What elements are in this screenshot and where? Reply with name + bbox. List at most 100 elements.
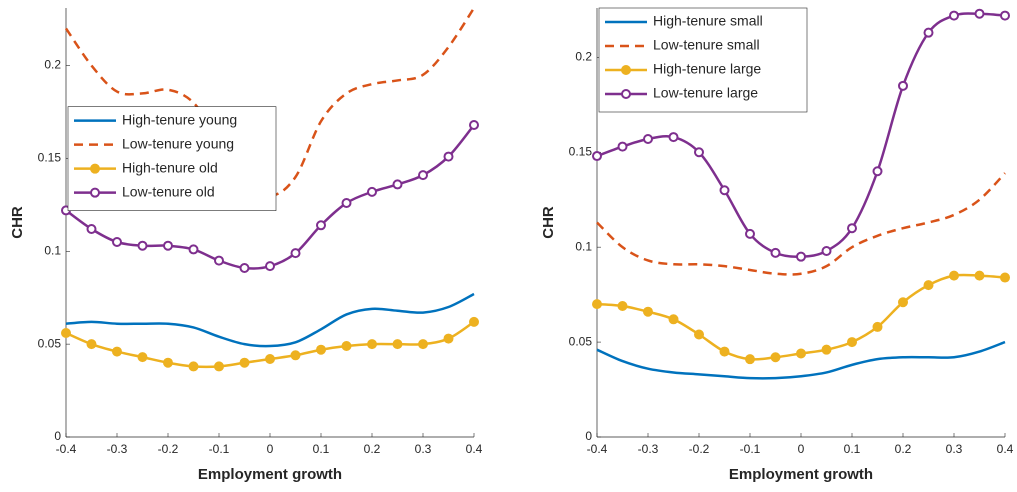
x-tick-label: -0.1 <box>740 442 761 456</box>
marker <box>392 339 403 350</box>
marker <box>1000 10 1010 21</box>
y-axis-label: CHR <box>9 206 26 239</box>
marker <box>367 186 377 197</box>
marker <box>112 237 122 247</box>
marker <box>872 166 883 177</box>
marker <box>265 354 275 364</box>
marker <box>974 8 985 19</box>
marker <box>443 333 454 344</box>
series-line <box>596 172 1006 276</box>
marker <box>668 314 679 325</box>
marker <box>316 344 326 355</box>
x-tick-label: -0.3 <box>107 442 128 456</box>
marker <box>341 198 352 208</box>
legend-label: High-tenure small <box>653 13 763 29</box>
marker <box>163 357 173 368</box>
marker <box>290 350 301 361</box>
marker <box>188 361 199 372</box>
marker <box>949 270 959 281</box>
marker <box>617 141 628 152</box>
marker <box>719 346 730 357</box>
y-tick-label: 0.1 <box>44 243 61 257</box>
legend-label: Low-tenure young <box>122 135 234 151</box>
x-tick-label: 0.2 <box>895 442 912 456</box>
marker <box>643 306 653 317</box>
marker <box>341 341 352 351</box>
marker <box>923 27 934 38</box>
x-tick-label: -0.2 <box>689 442 710 456</box>
x-tick-label: 0.1 <box>313 442 330 456</box>
marker <box>239 357 250 368</box>
marker <box>592 299 602 310</box>
legend-label: High-tenure young <box>122 111 237 127</box>
legend: High-tenure young Low-tenure young High-te… <box>67 106 277 211</box>
y-tick-label: 0.2 <box>44 58 61 72</box>
plot: -0.4 -0.3 -0.2 -0.1 0 0.1 0.2 0.3 0.4 0 0.05 0.1 0.1… <box>9 7 483 483</box>
marker <box>418 170 428 181</box>
marker <box>719 185 730 196</box>
legend-marker <box>90 187 100 198</box>
marker <box>821 245 832 256</box>
marker <box>923 280 934 291</box>
marker <box>694 147 704 158</box>
x-tick-label: 0.1 <box>844 442 861 456</box>
legend-marker <box>90 163 100 174</box>
marker <box>290 248 301 259</box>
y-tick-label: 0 <box>585 429 592 443</box>
legend-label: Low-tenure large <box>653 85 758 101</box>
marker <box>668 132 679 143</box>
legend: High-tenure small Low-tenure small High-te… <box>598 7 808 113</box>
x-tick-label: 0 <box>267 442 274 456</box>
x-tick-label: -0.2 <box>158 442 179 456</box>
marker <box>214 361 224 372</box>
legend-marker <box>621 89 631 99</box>
legend-label: Low-tenure old <box>122 183 215 199</box>
y-axis-label: CHR <box>540 206 557 239</box>
plot: -0.4 -0.3 -0.2 -0.1 0 0.1 0.2 0.3 0.4 0 0.05 0.1 0.1… <box>540 7 1014 483</box>
marker <box>847 337 857 348</box>
y-tick-label: 0.05 <box>569 334 593 348</box>
marker <box>316 220 326 231</box>
series-line <box>65 292 475 348</box>
marker <box>239 263 250 273</box>
x-tick-label: 0.4 <box>466 442 483 456</box>
marker <box>745 354 755 365</box>
x-tick-label: 0.3 <box>415 442 432 456</box>
x-tick-label: 0 <box>798 442 805 456</box>
marker <box>392 179 403 190</box>
marker <box>592 151 602 162</box>
marker <box>188 244 199 255</box>
x-tick-label: -0.3 <box>638 442 659 456</box>
marker <box>112 346 122 357</box>
marker <box>137 240 148 251</box>
legend-label: Low-tenure small <box>653 37 760 53</box>
x-axis-label: Employment growth <box>729 466 873 483</box>
marker <box>847 223 857 234</box>
legend-box <box>67 106 277 211</box>
x-tick-label: 0.4 <box>997 442 1014 456</box>
legend-label: High-tenure old <box>122 159 218 175</box>
marker <box>872 321 883 332</box>
y-tick-label: 0.15 <box>38 151 62 165</box>
marker <box>898 297 908 308</box>
marker <box>821 344 832 355</box>
marker <box>86 224 97 234</box>
marker <box>770 352 781 363</box>
series-line <box>596 273 1006 361</box>
x-tick-label: -0.1 <box>209 442 230 456</box>
y-tick-label: 0.05 <box>38 336 62 350</box>
legend-label: High-tenure large <box>653 61 761 77</box>
marker <box>796 251 806 262</box>
x-tick-label: -0.4 <box>587 442 608 456</box>
x-tick-label: 0.2 <box>364 442 381 456</box>
marker <box>367 339 377 350</box>
marker <box>443 151 454 162</box>
marker <box>643 133 653 144</box>
series-line <box>596 340 1006 380</box>
y-tick-label: 0.2 <box>575 50 592 64</box>
legend-marker <box>621 65 631 75</box>
marker <box>86 339 97 350</box>
marker <box>214 255 224 266</box>
marker <box>163 240 173 251</box>
